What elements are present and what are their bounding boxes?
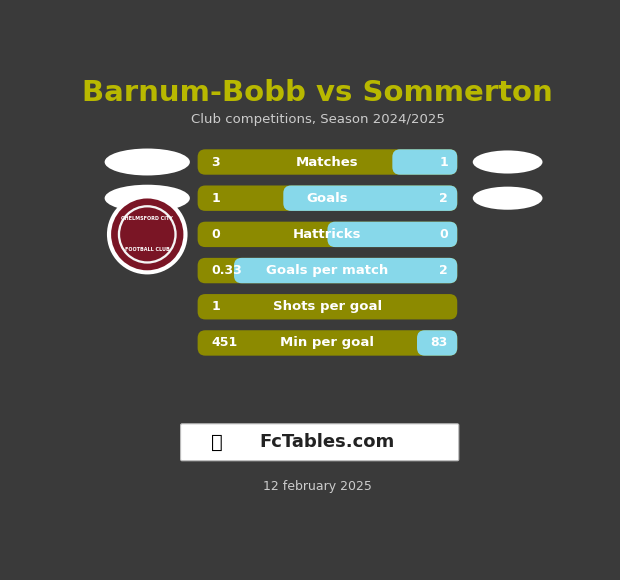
Text: 1: 1 — [211, 192, 220, 205]
Text: 2: 2 — [439, 192, 448, 205]
Text: 3: 3 — [211, 155, 220, 169]
Text: 83: 83 — [431, 336, 448, 349]
FancyBboxPatch shape — [392, 149, 458, 175]
Text: 1: 1 — [439, 155, 448, 169]
Text: Goals per match: Goals per match — [267, 264, 389, 277]
FancyBboxPatch shape — [198, 294, 458, 320]
Text: 0: 0 — [211, 228, 220, 241]
Text: Matches: Matches — [296, 155, 359, 169]
Text: 1: 1 — [211, 300, 220, 313]
Ellipse shape — [105, 148, 190, 176]
Text: Goals: Goals — [307, 192, 348, 205]
Text: CHELMSFORD CITY: CHELMSFORD CITY — [122, 216, 173, 222]
FancyBboxPatch shape — [198, 222, 458, 247]
Text: Barnum-Bobb vs Sommerton: Barnum-Bobb vs Sommerton — [82, 79, 553, 107]
Text: 12 february 2025: 12 february 2025 — [264, 480, 372, 494]
Text: Min per goal: Min per goal — [280, 336, 374, 349]
FancyBboxPatch shape — [198, 330, 458, 356]
Circle shape — [107, 194, 187, 274]
Text: 📊: 📊 — [211, 433, 223, 452]
Ellipse shape — [472, 187, 542, 210]
FancyBboxPatch shape — [283, 186, 458, 211]
FancyBboxPatch shape — [180, 424, 459, 461]
FancyBboxPatch shape — [198, 186, 458, 211]
Ellipse shape — [105, 184, 190, 212]
Text: 0: 0 — [439, 228, 448, 241]
FancyBboxPatch shape — [327, 222, 458, 247]
Text: 0.33: 0.33 — [211, 264, 242, 277]
Text: Shots per goal: Shots per goal — [273, 300, 382, 313]
Text: 451: 451 — [211, 336, 238, 349]
Circle shape — [120, 208, 174, 262]
Circle shape — [110, 197, 185, 271]
Ellipse shape — [472, 150, 542, 173]
Text: Hattricks: Hattricks — [293, 228, 361, 241]
Text: 2: 2 — [439, 264, 448, 277]
Text: Club competitions, Season 2024/2025: Club competitions, Season 2024/2025 — [191, 113, 445, 126]
Text: FcTables.com: FcTables.com — [260, 433, 395, 451]
Text: FOOTBALL CLUB: FOOTBALL CLUB — [125, 247, 170, 252]
FancyBboxPatch shape — [234, 258, 458, 283]
Circle shape — [118, 205, 177, 264]
FancyBboxPatch shape — [417, 330, 458, 356]
FancyBboxPatch shape — [198, 258, 458, 283]
FancyBboxPatch shape — [198, 149, 458, 175]
